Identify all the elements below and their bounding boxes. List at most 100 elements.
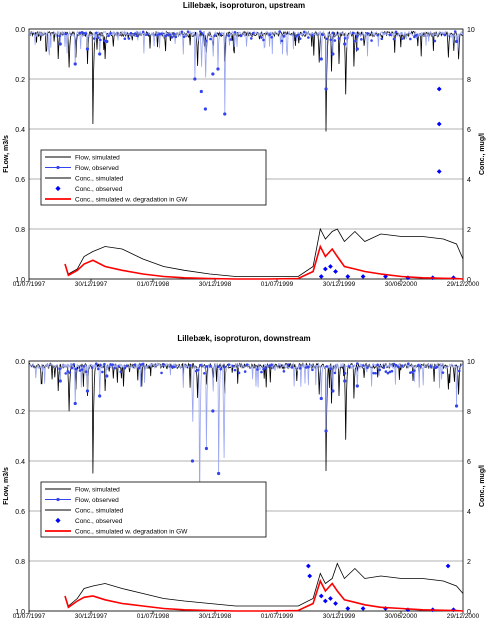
flow-observed-point bbox=[413, 35, 416, 39]
conc-observed-point bbox=[333, 269, 338, 274]
legend-label: Conc., simulated bbox=[75, 176, 124, 183]
y-tick-left: 0.2 bbox=[15, 409, 25, 416]
conc-observed-point bbox=[322, 598, 328, 604]
chart-title: Lillebæk, isoproturon, upstream bbox=[183, 1, 305, 10]
legend-label: Conc., simulated bbox=[75, 508, 124, 515]
flow-observed-point bbox=[219, 367, 222, 371]
flow-observed-point bbox=[196, 368, 200, 372]
flow-observed-point bbox=[260, 36, 263, 39]
flow-observed-point bbox=[68, 371, 72, 374]
conc-observed-point bbox=[436, 86, 442, 92]
y-tick-right: 6 bbox=[467, 459, 471, 466]
flow-observed-point bbox=[98, 52, 102, 56]
flow-observed-point bbox=[105, 374, 109, 378]
x-tick: 01/07/1998 bbox=[137, 281, 170, 288]
flow-observed-point bbox=[217, 365, 220, 369]
x-tick: 30/12/1999 bbox=[323, 613, 356, 620]
flow-observed-point bbox=[209, 364, 212, 368]
legend-label: Conc., observed bbox=[75, 518, 123, 525]
flow-observed-point bbox=[168, 33, 172, 36]
conc-observed-point bbox=[318, 593, 324, 599]
legend-marker bbox=[56, 497, 60, 502]
flow-observed-point bbox=[433, 39, 437, 43]
flow-observed-point bbox=[162, 363, 165, 366]
conc-observed-point bbox=[318, 274, 324, 279]
flow-observed-point bbox=[172, 32, 176, 36]
y-axis-title-right: Conc., mug/l bbox=[479, 133, 486, 175]
flow-observed-point bbox=[400, 364, 404, 368]
flow-observed-point bbox=[188, 364, 192, 367]
flow-observed-point bbox=[166, 33, 169, 37]
flow-observed-point bbox=[415, 34, 418, 37]
flow-observed-point bbox=[305, 366, 308, 369]
conc-observed-point bbox=[436, 169, 442, 174]
flow-observed-point bbox=[125, 364, 129, 368]
flow-observed-point bbox=[80, 31, 84, 34]
flow-observed-point bbox=[145, 33, 149, 36]
flow-observed-point bbox=[457, 369, 461, 373]
flow-observed-point bbox=[239, 34, 243, 38]
flow-observed-point bbox=[231, 364, 235, 368]
flow-observed-point bbox=[302, 30, 306, 34]
flow-observed-point bbox=[105, 39, 109, 44]
legend bbox=[40, 149, 267, 206]
flow-observed-point bbox=[429, 365, 433, 368]
flow-observed-point bbox=[113, 366, 116, 370]
flow-observed-point bbox=[417, 363, 420, 367]
flow-observed-point bbox=[70, 366, 74, 370]
flow-observed-point bbox=[400, 37, 404, 40]
conc-observed-point bbox=[436, 121, 442, 127]
flow-observed-point bbox=[233, 30, 237, 34]
flow-observed-point bbox=[109, 363, 112, 366]
flow-observed-point bbox=[141, 362, 145, 366]
flow-observed-point bbox=[139, 363, 143, 366]
flow-observed-point bbox=[356, 35, 359, 38]
flow-observed-point bbox=[325, 37, 329, 41]
flow-observed-point bbox=[333, 39, 337, 42]
flow-observed-point bbox=[290, 366, 294, 369]
flow-observed-point bbox=[205, 39, 208, 43]
flow-observed-point bbox=[233, 368, 237, 372]
flow-observed-point bbox=[72, 363, 76, 366]
flow-observed-point bbox=[394, 30, 398, 34]
flow-observed-point bbox=[201, 32, 204, 35]
flow-observed-point bbox=[298, 37, 302, 40]
flow-observed-point bbox=[307, 36, 310, 39]
flow-observed-point bbox=[203, 107, 207, 111]
conc-observed-point bbox=[360, 274, 366, 279]
flow-observed-point bbox=[392, 37, 396, 41]
y-tick-left: 0.8 bbox=[15, 227, 25, 234]
flow-observed-point bbox=[321, 33, 324, 37]
flow-observed-point bbox=[180, 30, 184, 34]
flow-observed-point bbox=[129, 31, 133, 35]
flow-observed-point bbox=[219, 33, 222, 36]
flow-observed-point bbox=[216, 67, 220, 71]
conc-observed-point bbox=[383, 606, 388, 611]
flow-observed-point bbox=[141, 30, 145, 34]
flow-observed-point bbox=[135, 34, 139, 38]
flow-observed-point bbox=[213, 34, 216, 38]
flow-observed-point bbox=[103, 39, 106, 43]
flow-observed-point bbox=[170, 36, 174, 39]
flow-observed-point bbox=[99, 38, 102, 42]
flow-observed-point bbox=[97, 367, 100, 371]
legend-label: Flow, observed bbox=[75, 497, 119, 504]
y-tick-right: 8 bbox=[467, 77, 471, 84]
series-conc-simulated bbox=[64, 562, 464, 607]
flow-observed-point bbox=[333, 371, 337, 375]
flow-observed-point bbox=[211, 72, 215, 76]
flow-observed-point bbox=[453, 30, 457, 33]
y-tick-left: 0.0 bbox=[15, 27, 25, 34]
flow-observed-point bbox=[103, 362, 106, 366]
conc-observed-point bbox=[307, 573, 313, 579]
flow-observed-point bbox=[58, 367, 61, 371]
flow-observed-point bbox=[97, 36, 100, 39]
y-tick-left: 0.6 bbox=[15, 177, 25, 184]
legend-marker bbox=[55, 517, 61, 524]
flow-observed-point bbox=[260, 370, 263, 374]
flow-observed-point bbox=[73, 62, 77, 66]
flow-observed-point bbox=[355, 384, 359, 388]
flow-observed-point bbox=[78, 369, 82, 372]
flow-observed-point bbox=[435, 365, 439, 369]
y-tick-right: 0 bbox=[467, 609, 471, 616]
